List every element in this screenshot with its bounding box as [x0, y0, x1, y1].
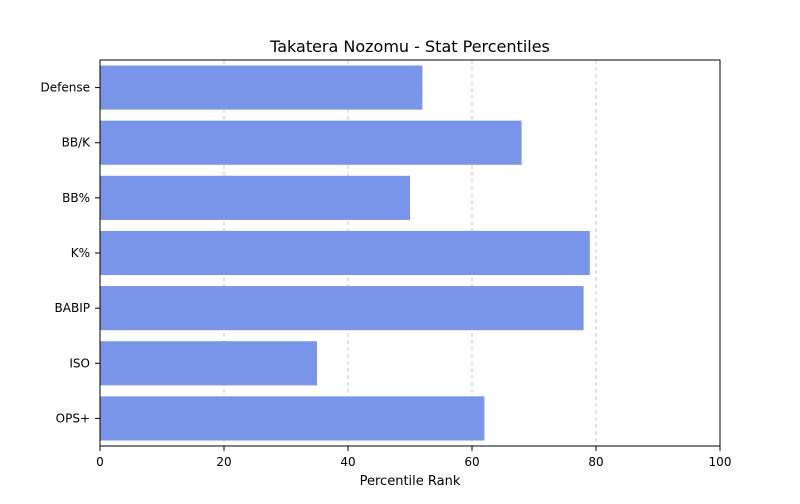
bar-bb- — [100, 175, 410, 220]
y-tick-label: OPS+ — [56, 411, 90, 425]
x-axis-label: Percentile Rank — [360, 474, 461, 489]
y-tick-label: BABIP — [55, 301, 90, 315]
bar-iso — [100, 341, 317, 386]
bars-layer — [100, 65, 590, 441]
x-tick-label: 100 — [709, 455, 732, 469]
x-axis: 0 20 40 60 80 100 — [96, 446, 731, 469]
y-tick-label: BB/K — [62, 136, 92, 150]
x-tick-label: 40 — [340, 455, 355, 469]
x-tick-label: 20 — [216, 455, 231, 469]
y-tick-label: ISO — [69, 356, 90, 370]
y-axis: Defense BB/K BB% K% BABIP ISO OPS+ — [41, 81, 100, 425]
y-tick-label: Defense — [41, 81, 90, 95]
x-tick-label: 60 — [464, 455, 479, 469]
bar-bb-k — [100, 120, 522, 165]
bar-k- — [100, 230, 590, 276]
y-tick-label: BB% — [62, 191, 90, 205]
bar-babip — [100, 286, 584, 331]
x-tick-label: 0 — [96, 455, 104, 469]
x-tick-label: 80 — [588, 455, 603, 469]
y-tick-label: K% — [71, 246, 90, 260]
bar-defense — [100, 65, 423, 110]
bar-ops- — [100, 396, 485, 441]
chart-title: Takatera Nozomu - Stat Percentiles — [269, 37, 550, 56]
